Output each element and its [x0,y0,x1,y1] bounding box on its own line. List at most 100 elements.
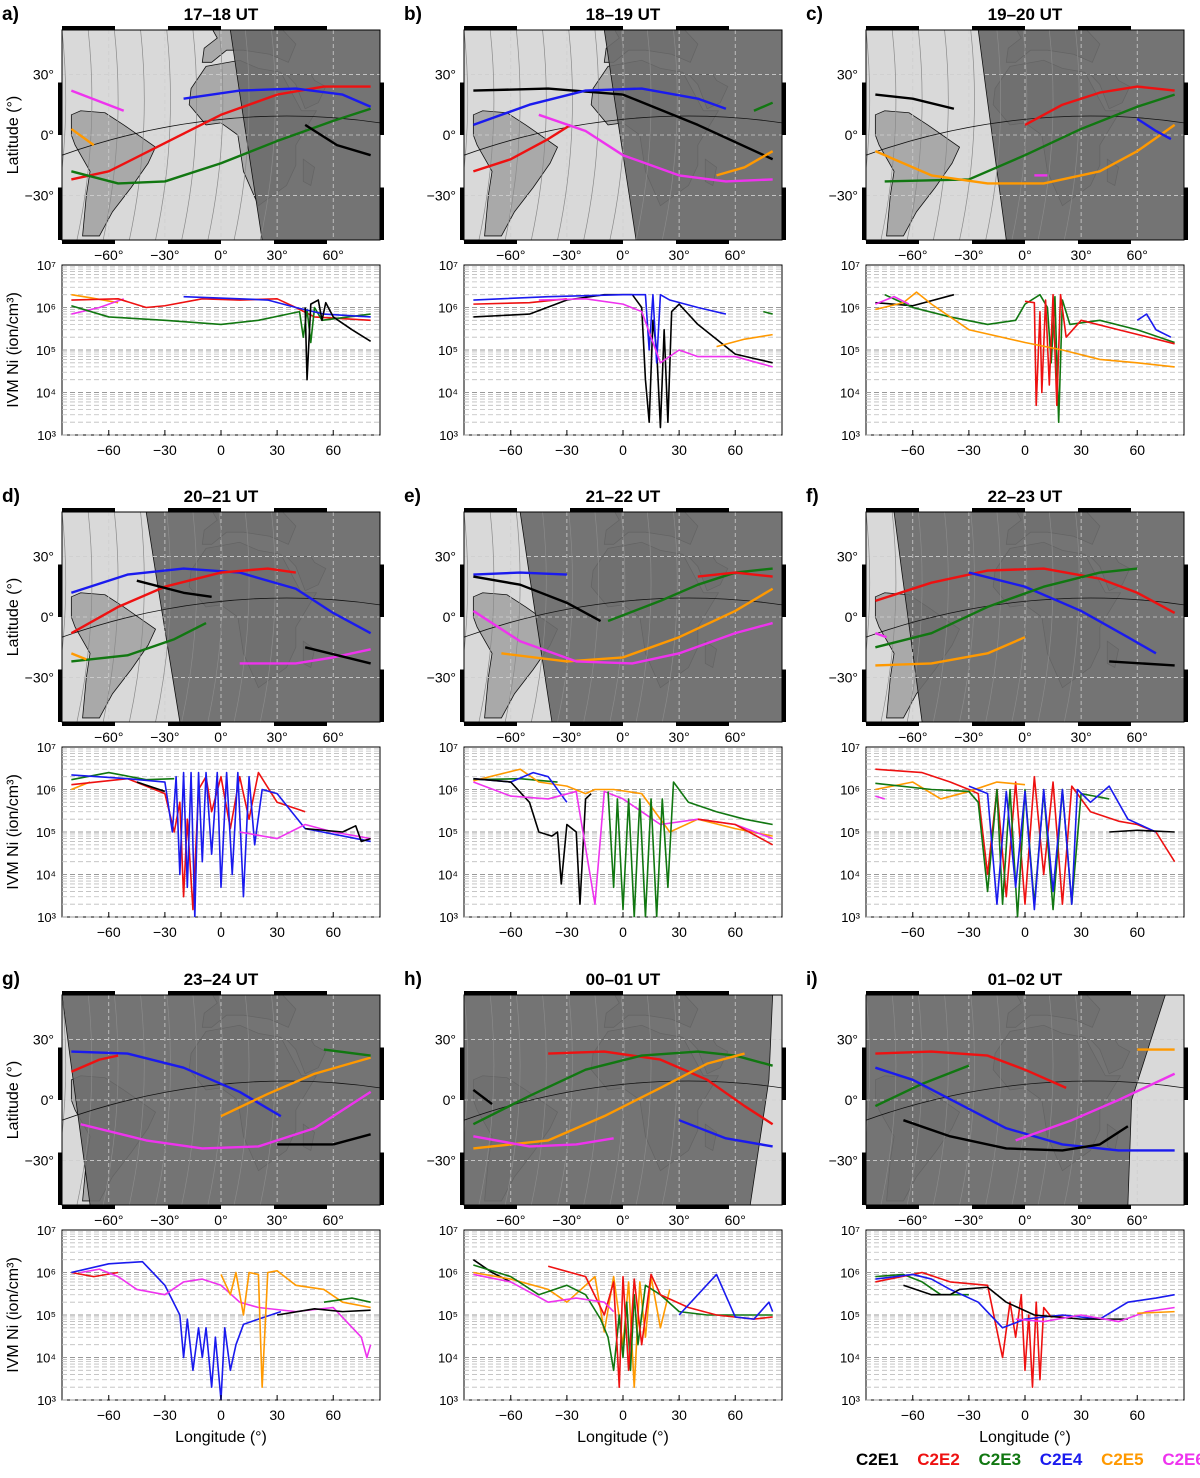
dip-equator [464,1080,782,1121]
magnetic-meridian [1063,30,1080,240]
magnetic-meridian [25,512,40,722]
frame-tick-top [570,991,623,995]
frame-tick-left [58,564,62,617]
map-lat-tick-label: −30° [25,188,54,204]
magnetic-meridian [1037,995,1054,1205]
satellite-track [968,571,1157,655]
ni-tick-label: 10⁷ [841,258,860,273]
ni-lon-tick-label: 30 [671,924,687,940]
magnetic-meridian [207,512,224,722]
ni-tick-label: 10⁶ [36,783,56,798]
ni-frame [61,264,381,436]
magnetic-meridian [181,512,198,722]
panel-6: 30° 0° −30° −60° −30° 0° 30° 60° f) 22–23 UT 10⁷ 10… [806,486,1188,940]
frame-tick-left [460,1152,464,1205]
magnetic-meridian [427,30,442,240]
ni-lon-tick-label: 30 [269,924,285,940]
panel-title: 20–21 UT [184,487,259,506]
ni-tick-label: 10⁴ [36,386,56,401]
magnetic-meridian [181,30,198,240]
magnetic-meridian [583,512,600,722]
map-lon-tick-label: 0° [1018,247,1031,263]
satellite-track [1024,85,1175,126]
ni-series [71,771,371,917]
ni-lon-tick-label: 30 [1073,442,1089,458]
frame-tick-top [274,508,327,512]
panel-title: 18–19 UT [586,5,661,24]
map-lat-tick-label: 30° [837,548,858,564]
map-lat-tick-label: 0° [443,127,456,143]
satellite-track [472,87,727,127]
ni-tick-label: 10⁴ [438,868,458,883]
magnetic-meridian [583,30,600,240]
map-lon-tick-label: 60° [323,247,344,263]
ni-tick-label: 10³ [439,428,458,443]
ni-tick-label: 10⁶ [840,1266,860,1281]
ni-lon-tick-label: 0 [619,1407,627,1423]
panel-4: 30° 0° −30° −60° −30° 0° 30° 60° d) 20–21 UT Latit… [2,486,384,940]
frame-tick-bottom [274,1205,327,1209]
frame-tick-right [380,82,384,135]
ni-tick-label: 10³ [37,428,56,443]
frame-tick-left [862,564,866,617]
magnetic-meridian [906,995,923,1205]
magnetic-meridian [829,30,844,240]
ni-axis-label: IVM Ni (ion/cm³) [5,292,22,408]
magnetic-meridian [504,30,521,240]
magnetic-meridian [128,512,145,722]
frame-tick-top [676,26,729,30]
night-region [603,30,782,240]
map-lon-tick-label: −60° [496,247,525,263]
ni-lon-tick-label: 30 [269,1407,285,1423]
frame-tick-bottom [274,722,327,726]
magnetic-meridian [259,30,276,240]
frame-tick-right [380,1047,384,1100]
magnetic-meridian [1037,512,1054,722]
magnetic-meridian [985,995,1002,1205]
night-region [893,512,1184,722]
map-lat-tick-label: 0° [443,609,456,625]
ni-series [71,293,119,304]
frame-tick-left [58,669,62,722]
magnetic-meridian [155,512,171,722]
magnetic-meridian [530,512,547,722]
map-lat-tick-label: 0° [41,1092,54,1108]
map-lat-tick-label: −30° [427,1153,456,1169]
panel-label: h) [404,969,422,990]
ni-axis-label: IVM Ni (ion/cm³) [5,1257,22,1373]
frame-tick-bottom [866,1205,919,1209]
frame-tick-bottom [464,1205,517,1209]
satellite-track [874,123,1176,185]
ni-series [473,1271,671,1389]
frame-tick-right [1184,669,1188,722]
frame-tick-left [58,187,62,240]
ni-series [71,304,371,344]
satellite-track [473,575,602,623]
ni-tick-label: 10⁵ [840,825,860,840]
satellite-track [80,1090,372,1150]
ni-lon-tick-label: −60 [499,924,523,940]
satellite-track [472,123,572,173]
ni-tick-label: 10⁶ [36,1266,56,1281]
ni-lon-tick-label: −30 [957,924,981,940]
south-america [70,592,157,719]
map-lat-tick-label: 0° [41,609,54,625]
magnetic-meridian [959,995,975,1205]
ni-series [875,295,910,305]
ni-lon-tick-label: 0 [1021,442,1029,458]
ni-tick-label: 10⁶ [438,1266,458,1281]
map-lon-tick-label: 60° [725,1212,746,1228]
panel-label: a) [2,4,19,25]
panel-label: g) [2,969,20,990]
ni-tick-label: 10³ [841,910,860,925]
frame-tick-bottom [570,722,623,726]
satellite-track [1109,660,1175,667]
ni-tick-label: 10⁶ [840,301,860,316]
magnetic-meridian [932,512,949,722]
ni-lon-tick-label: −30 [555,442,579,458]
frame-tick-top [274,991,327,995]
magnetic-meridian [530,995,547,1205]
ni-lon-tick-label: 60 [1129,442,1145,458]
ni-tick-label: 10⁵ [438,1308,458,1323]
magnetic-meridian [62,30,67,173]
